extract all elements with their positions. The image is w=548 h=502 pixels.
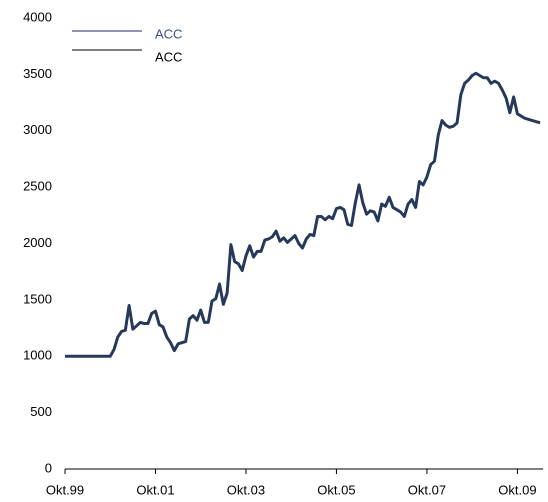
y-tick-label: 0 — [45, 460, 52, 475]
x-tick-label: Okt.03 — [227, 482, 265, 497]
y-tick-label: 4000 — [23, 9, 52, 24]
y-tick-label: 2000 — [23, 235, 52, 250]
x-tick-label: Okt.07 — [408, 482, 446, 497]
x-tick-label: Okt.99 — [46, 482, 84, 497]
y-tick-label: 1000 — [23, 348, 52, 363]
y-tick-label: 3000 — [23, 122, 52, 137]
y-tick-label: 3500 — [23, 66, 52, 81]
legend-label: ACC — [155, 26, 182, 41]
x-tick-label: Okt.01 — [136, 482, 174, 497]
x-tick-label: Okt.05 — [317, 482, 355, 497]
data-line — [65, 71, 541, 358]
y-tick-label: 1500 — [23, 291, 52, 306]
data-line — [65, 72, 541, 357]
y-tick-label: 2500 — [23, 179, 52, 194]
y-tick-label: 500 — [30, 404, 52, 419]
legend-label: ACC — [155, 49, 182, 64]
x-tick-label: Okt.09 — [498, 482, 536, 497]
